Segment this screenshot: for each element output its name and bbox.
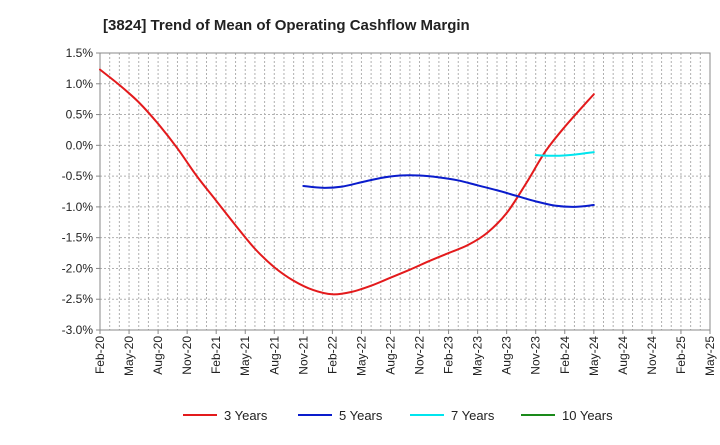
y-tick-label: 1.5%	[66, 46, 94, 60]
plot-area	[100, 53, 710, 330]
x-tick-label: Nov-20	[180, 336, 194, 375]
y-tick-label: -1.5%	[62, 231, 94, 245]
legend: 3 Years 5 Years 7 Years 10 Years	[183, 408, 613, 423]
x-tick-label: Feb-20	[93, 336, 107, 374]
y-tick-label: -2.5%	[62, 292, 94, 306]
x-tick-label: May-25	[703, 336, 717, 376]
series-line-3-years	[99, 68, 595, 296]
y-tick-label: -2.0%	[62, 261, 94, 275]
x-tick-label: Aug-24	[616, 336, 630, 375]
x-tick-label: Nov-22	[413, 336, 427, 375]
x-tick-label: May-21	[238, 336, 252, 376]
y-tick-label: -1.0%	[62, 200, 94, 214]
y-axis-ticks: 1.5% 1.0% 0.5% 0.0% -0.5% -1.0% -1.5% -2.0% -2.5…	[62, 46, 100, 337]
legend-label-10-years: 10 Years	[562, 408, 613, 423]
x-tick-label: May-23	[471, 336, 485, 376]
x-tick-label: May-24	[587, 336, 601, 376]
x-tick-label: Feb-22	[325, 336, 339, 374]
x-tick-label: Aug-21	[267, 336, 281, 375]
x-tick-label: Feb-24	[558, 336, 572, 374]
y-tick-label: -0.5%	[62, 169, 94, 183]
x-tick-label: Aug-22	[383, 336, 397, 375]
x-tick-label: May-20	[122, 336, 136, 376]
legend-label-5-years: 5 Years	[339, 408, 383, 423]
y-tick-label: 1.0%	[66, 77, 94, 91]
x-tick-label: Feb-21	[209, 336, 223, 374]
x-tick-label: Feb-25	[674, 336, 688, 374]
plot-border	[99, 52, 711, 331]
series-line-5-years	[302, 174, 595, 208]
x-tick-label: Aug-20	[151, 336, 165, 375]
x-tick-label: Nov-23	[529, 336, 543, 375]
y-tick-label: 0.5%	[66, 108, 94, 122]
x-tick-label: Aug-23	[500, 336, 514, 375]
series-lines	[99, 68, 595, 296]
series-line-7-years	[534, 151, 595, 157]
legend-label-3-years: 3 Years	[224, 408, 268, 423]
x-tick-label: May-22	[354, 336, 368, 376]
x-tick-label: Nov-24	[645, 336, 659, 375]
x-axis-ticks: Feb-20 May-20 Aug-20 Nov-20 Feb-21 May-21 Aug-…	[93, 330, 717, 376]
x-tick-label: Feb-23	[442, 336, 456, 374]
chart-title: [3824] Trend of Mean of Operating Cashfl…	[103, 17, 470, 34]
legend-label-7-years: 7 Years	[451, 408, 495, 423]
x-tick-label: Nov-21	[296, 336, 310, 375]
y-tick-label: -3.0%	[62, 323, 94, 337]
y-tick-label: 0.0%	[66, 138, 94, 152]
